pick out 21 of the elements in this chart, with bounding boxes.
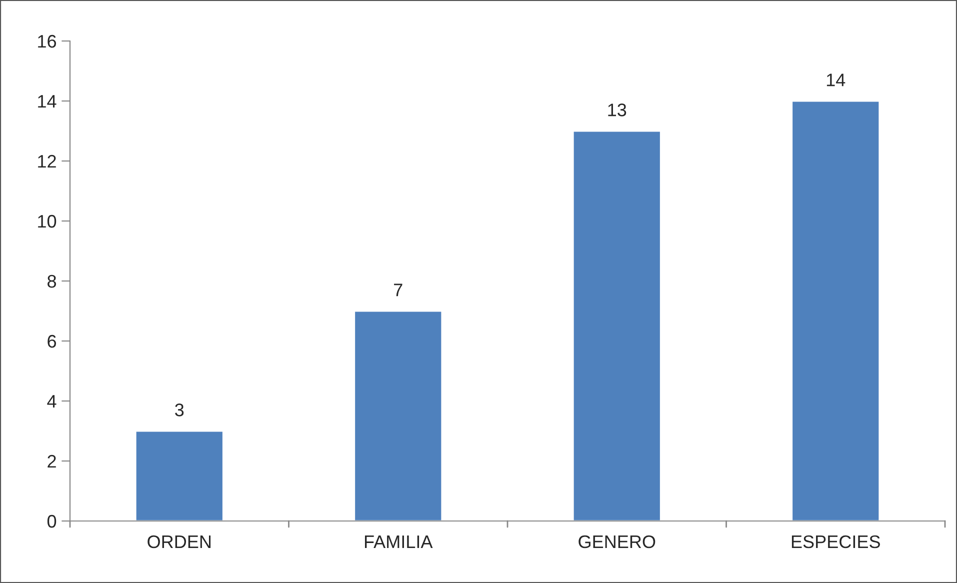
y-tick-label: 10 — [38, 214, 56, 228]
bar — [572, 130, 662, 521]
bar — [354, 310, 443, 521]
x-tick-label: FAMILIA — [364, 536, 433, 548]
data-label: 7 — [394, 284, 402, 296]
data-label: 3 — [175, 404, 184, 416]
bar — [791, 100, 880, 521]
x-tick-label: ORDEN — [148, 535, 211, 548]
data-label: 14 — [826, 74, 846, 86]
y-tick-label: 0 — [47, 514, 56, 528]
x-tick-label: ESPECIES — [792, 535, 880, 548]
y-tick-label: 6 — [48, 334, 56, 348]
y-tick-label: 8 — [48, 274, 56, 288]
y-tick-label: 16 — [38, 34, 56, 48]
y-tick-label: 12 — [38, 154, 56, 168]
y-tick-label: 14 — [38, 95, 56, 108]
data-label: 13 — [608, 104, 626, 116]
y-tick-label: 2 — [48, 454, 56, 468]
x-tick-label: GENERO — [578, 535, 656, 548]
y-tick-label: 4 — [47, 395, 56, 408]
bar — [134, 430, 224, 521]
